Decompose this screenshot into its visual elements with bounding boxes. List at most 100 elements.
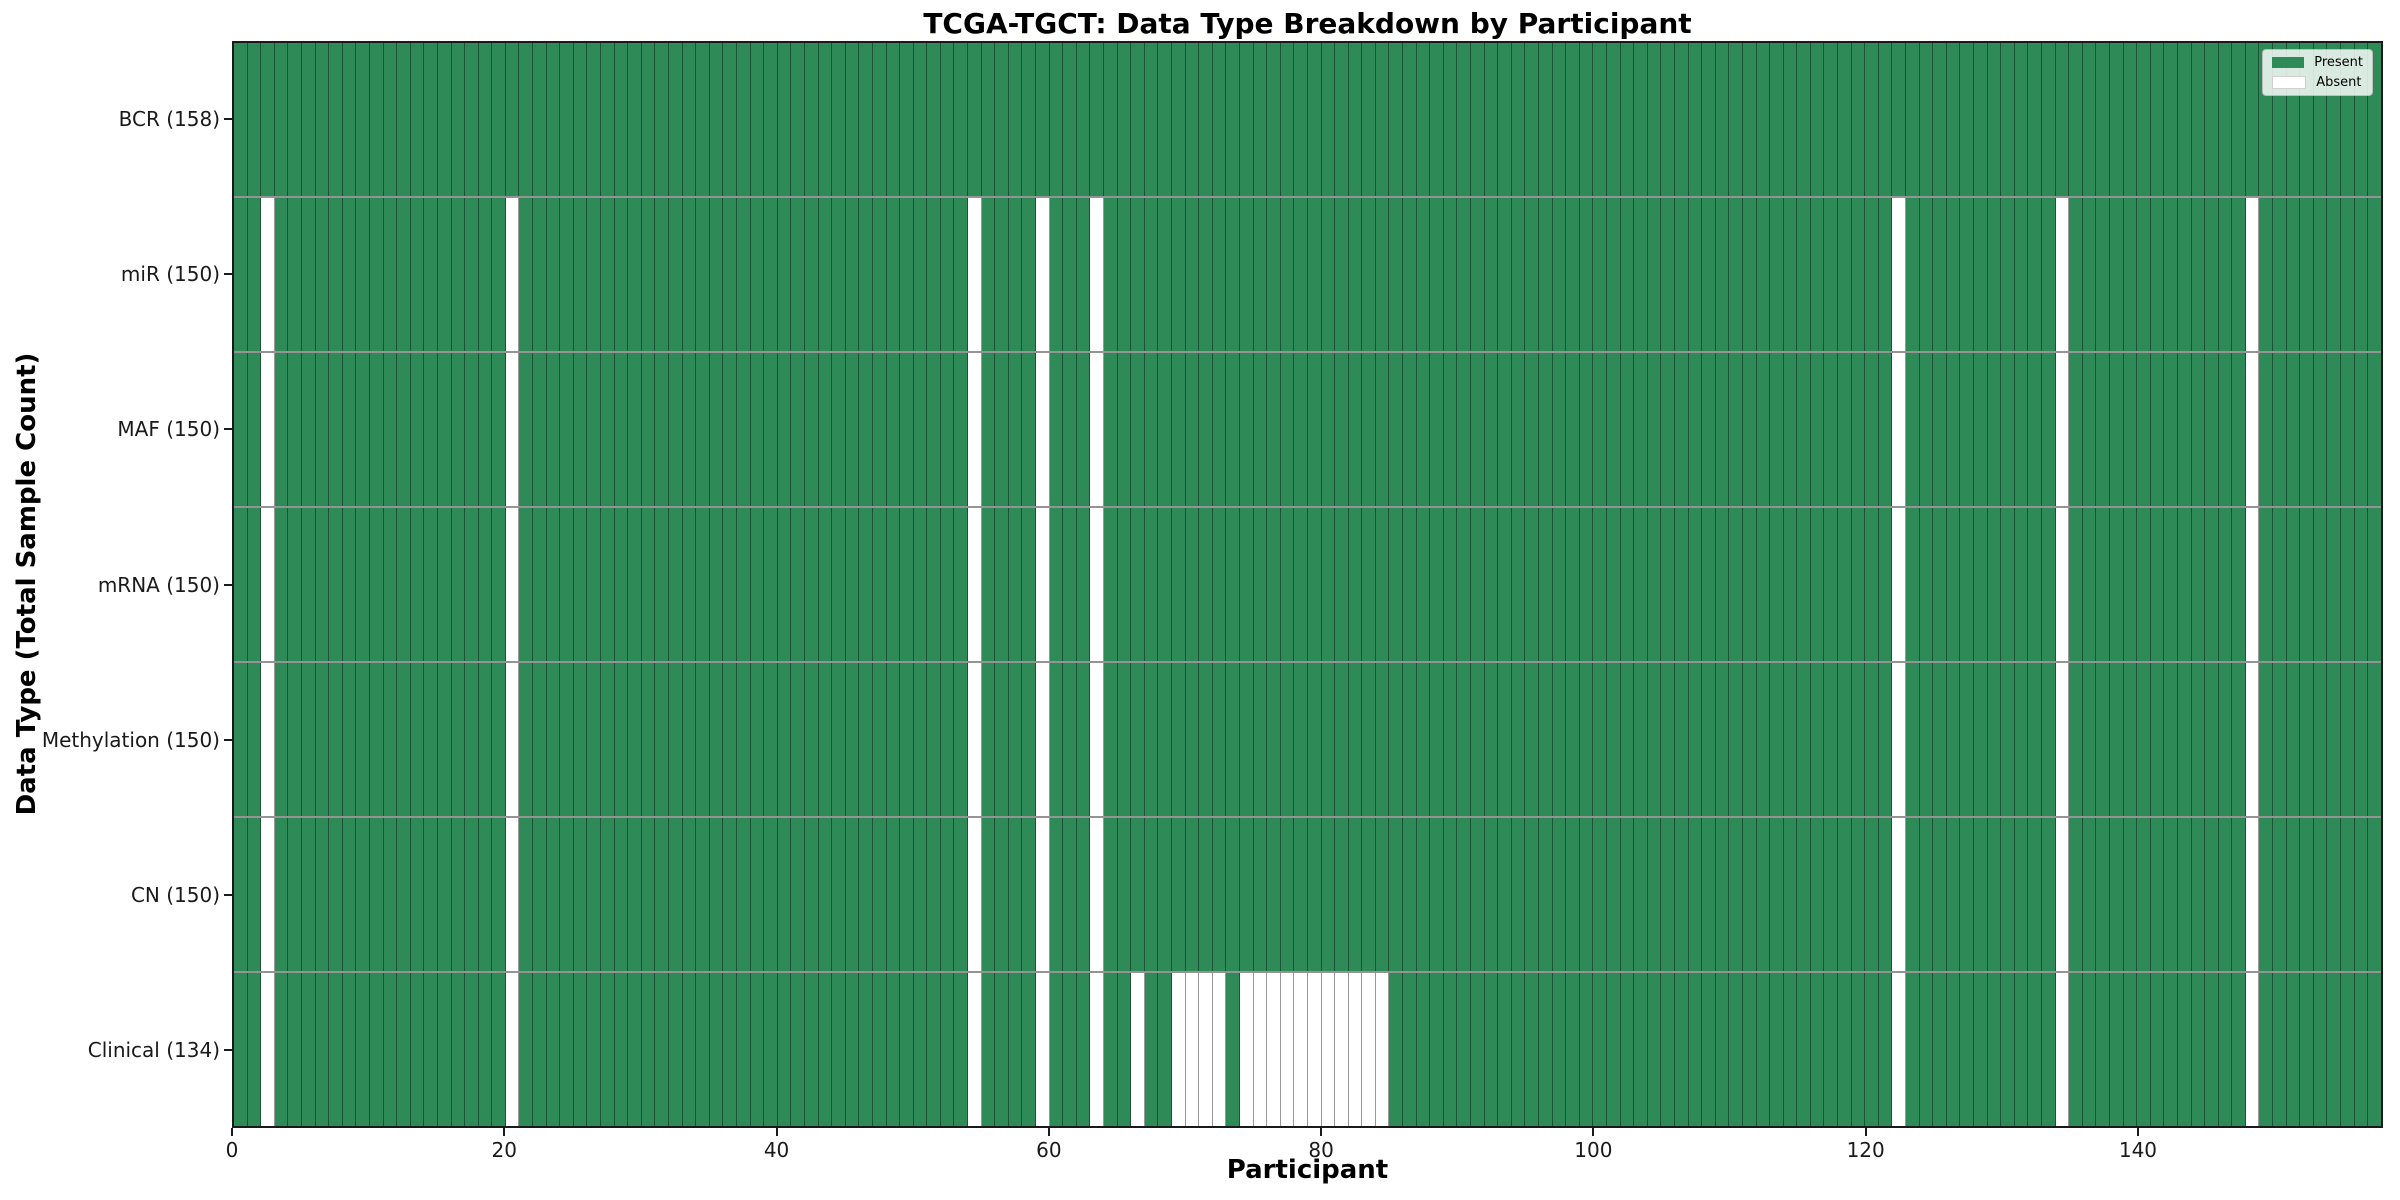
cell-cn-99 xyxy=(1579,818,1594,971)
cell-clinical-131 xyxy=(2014,973,2029,1126)
cell-maf-30 xyxy=(641,353,656,506)
cell-cn-141 xyxy=(2150,818,2165,971)
cell-maf-90 xyxy=(1457,353,1472,506)
cell-cn-23 xyxy=(546,818,561,971)
cell-cn-25 xyxy=(573,818,588,971)
cell-mir-92 xyxy=(1484,198,1499,351)
cell-mrna-76 xyxy=(1267,508,1281,661)
cell-maf-109 xyxy=(1715,353,1730,506)
cell-maf-117 xyxy=(1824,353,1839,506)
cell-mrna-25 xyxy=(573,508,588,661)
cell-mir-155 xyxy=(2341,198,2355,351)
cell-methylation-133 xyxy=(2041,663,2056,816)
cell-maf-84 xyxy=(1375,353,1390,506)
x-tick-label-20: 20 xyxy=(491,1138,517,1162)
cell-cn-28 xyxy=(614,818,629,971)
cell-cn-146 xyxy=(2218,818,2233,971)
cell-maf-140 xyxy=(2137,353,2151,506)
cell-mrna-20 xyxy=(505,508,520,661)
cell-mir-105 xyxy=(1661,198,1675,351)
cell-methylation-19 xyxy=(492,663,506,816)
cell-methylation-111 xyxy=(1742,663,1757,816)
legend-item-present: Present xyxy=(2272,56,2363,69)
cell-maf-120 xyxy=(1865,353,1879,506)
cell-cn-109 xyxy=(1715,818,1730,971)
cell-clinical-64 xyxy=(1104,973,1118,1126)
cell-clinical-100 xyxy=(1593,973,1607,1126)
cell-mrna-99 xyxy=(1579,508,1594,661)
y-tick-mark-mrna xyxy=(224,583,232,586)
cell-maf-130 xyxy=(2001,353,2015,506)
cell-clinical-135 xyxy=(2069,973,2083,1126)
cell-cn-50 xyxy=(913,818,928,971)
cell-mrna-28 xyxy=(614,508,629,661)
cell-mrna-33 xyxy=(682,508,697,661)
cell-clinical-11 xyxy=(383,973,398,1126)
cell-bcr-37 xyxy=(736,43,751,196)
cell-bcr-118 xyxy=(1838,43,1852,196)
cell-clinical-152 xyxy=(2300,973,2314,1126)
cell-maf-19 xyxy=(492,353,506,506)
cell-mir-51 xyxy=(927,198,941,351)
cell-methylation-66 xyxy=(1131,663,1145,816)
cell-maf-139 xyxy=(2123,353,2138,506)
cell-maf-31 xyxy=(655,353,669,506)
cell-cn-20 xyxy=(505,818,520,971)
cell-cn-154 xyxy=(2327,818,2342,971)
cell-cn-121 xyxy=(1878,818,1893,971)
cell-mir-59 xyxy=(1036,198,1050,351)
cell-maf-61 xyxy=(1063,353,1077,506)
cell-cn-9 xyxy=(356,818,370,971)
cell-clinical-48 xyxy=(886,973,901,1126)
cell-methylation-51 xyxy=(927,663,941,816)
cell-cn-80 xyxy=(1321,818,1336,971)
cell-mrna-139 xyxy=(2123,508,2138,661)
x-tick-mark-140 xyxy=(2136,1128,2139,1136)
cell-mir-118 xyxy=(1838,198,1852,351)
cell-mir-60 xyxy=(1049,198,1064,351)
cell-bcr-89 xyxy=(1443,43,1458,196)
cell-mrna-16 xyxy=(451,508,466,661)
cell-mir-42 xyxy=(804,198,819,351)
cell-bcr-16 xyxy=(451,43,466,196)
cell-clinical-35 xyxy=(709,973,724,1126)
cell-cn-34 xyxy=(696,818,710,971)
cell-mrna-63 xyxy=(1090,508,1104,661)
cell-mir-22 xyxy=(533,198,547,351)
cell-maf-121 xyxy=(1878,353,1893,506)
cell-clinical-57 xyxy=(1008,973,1023,1126)
cell-mir-31 xyxy=(655,198,669,351)
cell-mir-16 xyxy=(451,198,466,351)
cell-clinical-66 xyxy=(1131,973,1145,1126)
cell-cn-22 xyxy=(533,818,547,971)
cell-mir-27 xyxy=(601,198,615,351)
cell-mir-111 xyxy=(1742,198,1757,351)
cell-mir-141 xyxy=(2150,198,2165,351)
cell-methylation-23 xyxy=(546,663,561,816)
cell-bcr-32 xyxy=(669,43,683,196)
cell-methylation-81 xyxy=(1335,663,1349,816)
cell-maf-4 xyxy=(288,353,302,506)
cell-mir-130 xyxy=(2001,198,2015,351)
cell-mrna-42 xyxy=(804,508,819,661)
cell-maf-55 xyxy=(981,353,996,506)
cell-cn-16 xyxy=(451,818,466,971)
cell-mrna-100 xyxy=(1593,508,1607,661)
cell-cn-61 xyxy=(1063,818,1077,971)
cell-cn-54 xyxy=(968,818,982,971)
cell-clinical-111 xyxy=(1742,973,1757,1126)
cell-maf-21 xyxy=(519,353,534,506)
cell-clinical-113 xyxy=(1770,973,1784,1126)
cell-mrna-49 xyxy=(900,508,914,661)
cell-methylation-31 xyxy=(655,663,669,816)
cell-maf-144 xyxy=(2191,353,2206,506)
cell-bcr-30 xyxy=(641,43,656,196)
cell-mir-146 xyxy=(2218,198,2233,351)
cell-methylation-13 xyxy=(410,663,425,816)
cell-cn-112 xyxy=(1756,818,1771,971)
x-tick-label-140: 140 xyxy=(2118,1138,2158,1162)
cell-bcr-112 xyxy=(1756,43,1771,196)
cell-clinical-117 xyxy=(1824,973,1839,1126)
cell-bcr-104 xyxy=(1647,43,1662,196)
cell-mir-47 xyxy=(872,198,887,351)
